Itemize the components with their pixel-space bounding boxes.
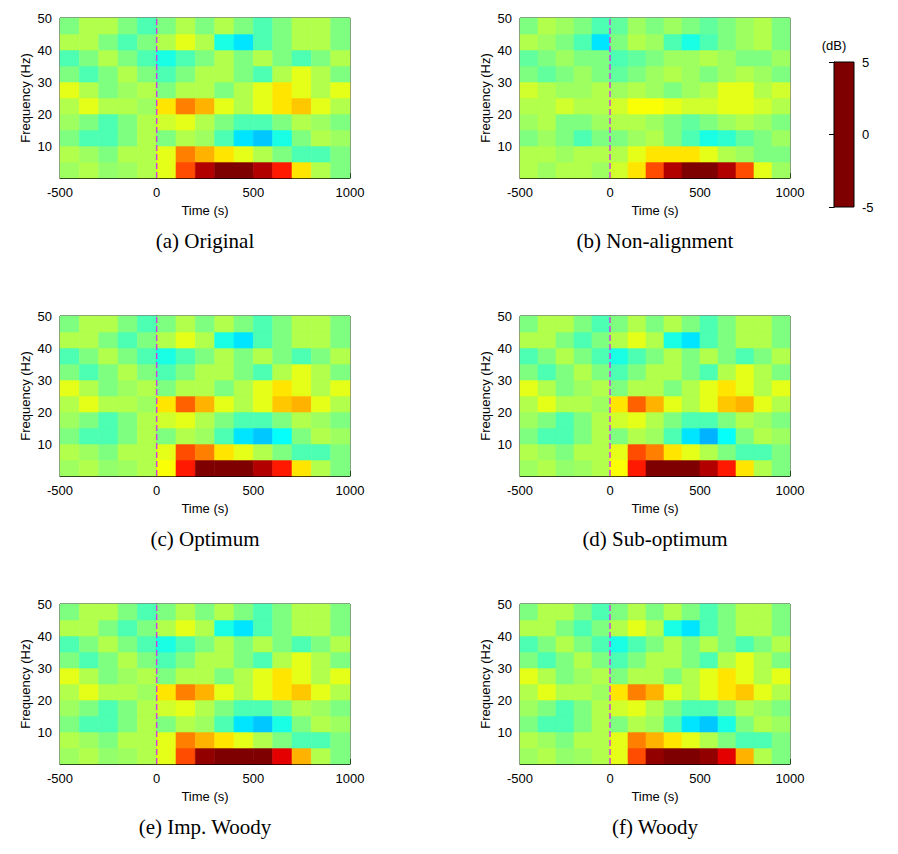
svg-text:Time (s): Time (s) bbox=[631, 789, 678, 804]
svg-text:-500: -500 bbox=[507, 771, 533, 786]
svg-text:(f) Woody: (f) Woody bbox=[612, 815, 698, 839]
svg-text:-5: -5 bbox=[862, 200, 874, 215]
svg-text:0: 0 bbox=[606, 185, 613, 200]
svg-text:Frequency (Hz): Frequency (Hz) bbox=[18, 639, 33, 729]
svg-text:Frequency (Hz): Frequency (Hz) bbox=[18, 53, 33, 143]
svg-text:Frequency (Hz): Frequency (Hz) bbox=[478, 351, 493, 441]
svg-text:20: 20 bbox=[498, 107, 512, 122]
svg-text:40: 40 bbox=[38, 43, 52, 58]
svg-text:-500: -500 bbox=[507, 483, 533, 498]
svg-text:0: 0 bbox=[606, 771, 613, 786]
svg-text:50: 50 bbox=[498, 11, 512, 26]
svg-text:500: 500 bbox=[689, 771, 711, 786]
svg-text:30: 30 bbox=[498, 373, 512, 388]
svg-text:500: 500 bbox=[242, 771, 264, 786]
svg-text:1000: 1000 bbox=[776, 771, 805, 786]
svg-text:30: 30 bbox=[38, 373, 52, 388]
svg-text:0: 0 bbox=[153, 185, 160, 200]
svg-text:30: 30 bbox=[498, 661, 512, 676]
svg-text:0: 0 bbox=[862, 127, 869, 142]
svg-text:1000: 1000 bbox=[336, 185, 365, 200]
svg-text:Time (s): Time (s) bbox=[181, 789, 228, 804]
svg-text:Frequency (Hz): Frequency (Hz) bbox=[478, 53, 493, 143]
svg-text:10: 10 bbox=[498, 437, 512, 452]
svg-text:500: 500 bbox=[689, 483, 711, 498]
svg-text:-500: -500 bbox=[47, 771, 73, 786]
svg-text:-500: -500 bbox=[47, 185, 73, 200]
svg-text:1000: 1000 bbox=[776, 483, 805, 498]
svg-text:30: 30 bbox=[498, 75, 512, 90]
svg-text:(e) Imp. Woody: (e) Imp. Woody bbox=[139, 815, 272, 839]
svg-text:1000: 1000 bbox=[336, 771, 365, 786]
svg-text:Frequency (Hz): Frequency (Hz) bbox=[18, 351, 33, 441]
svg-text:30: 30 bbox=[38, 75, 52, 90]
svg-text:20: 20 bbox=[38, 405, 52, 420]
svg-text:Time (s): Time (s) bbox=[181, 203, 228, 218]
svg-text:500: 500 bbox=[242, 185, 264, 200]
svg-text:10: 10 bbox=[498, 725, 512, 740]
svg-text:40: 40 bbox=[38, 341, 52, 356]
svg-text:10: 10 bbox=[498, 139, 512, 154]
svg-text:(b) Non-alignment: (b) Non-alignment bbox=[577, 229, 734, 253]
svg-text:20: 20 bbox=[498, 405, 512, 420]
svg-text:40: 40 bbox=[38, 629, 52, 644]
svg-text:(a) Original: (a) Original bbox=[156, 229, 255, 253]
svg-text:-500: -500 bbox=[507, 185, 533, 200]
svg-text:40: 40 bbox=[498, 43, 512, 58]
svg-text:(c) Optimum: (c) Optimum bbox=[150, 527, 259, 551]
svg-text:1000: 1000 bbox=[336, 483, 365, 498]
svg-text:50: 50 bbox=[38, 597, 52, 612]
svg-text:20: 20 bbox=[38, 107, 52, 122]
svg-text:10: 10 bbox=[38, 725, 52, 740]
svg-text:50: 50 bbox=[498, 597, 512, 612]
svg-text:50: 50 bbox=[498, 309, 512, 324]
svg-text:40: 40 bbox=[498, 341, 512, 356]
svg-text:20: 20 bbox=[38, 693, 52, 708]
svg-text:(dB): (dB) bbox=[822, 38, 847, 53]
svg-text:Frequency (Hz): Frequency (Hz) bbox=[478, 639, 493, 729]
svg-text:Time (s): Time (s) bbox=[631, 501, 678, 516]
svg-text:50: 50 bbox=[38, 11, 52, 26]
svg-text:Time (s): Time (s) bbox=[181, 501, 228, 516]
svg-text:50: 50 bbox=[38, 309, 52, 324]
svg-text:20: 20 bbox=[498, 693, 512, 708]
svg-text:0: 0 bbox=[153, 483, 160, 498]
svg-text:10: 10 bbox=[38, 139, 52, 154]
svg-text:10: 10 bbox=[38, 437, 52, 452]
svg-text:500: 500 bbox=[242, 483, 264, 498]
svg-text:1000: 1000 bbox=[776, 185, 805, 200]
svg-text:Time (s): Time (s) bbox=[631, 203, 678, 218]
svg-text:0: 0 bbox=[153, 771, 160, 786]
svg-text:-500: -500 bbox=[47, 483, 73, 498]
svg-text:500: 500 bbox=[689, 185, 711, 200]
svg-text:(d) Sub-optimum: (d) Sub-optimum bbox=[582, 527, 727, 551]
svg-text:30: 30 bbox=[38, 661, 52, 676]
svg-text:0: 0 bbox=[606, 483, 613, 498]
svg-text:5: 5 bbox=[862, 55, 869, 70]
svg-text:40: 40 bbox=[498, 629, 512, 644]
